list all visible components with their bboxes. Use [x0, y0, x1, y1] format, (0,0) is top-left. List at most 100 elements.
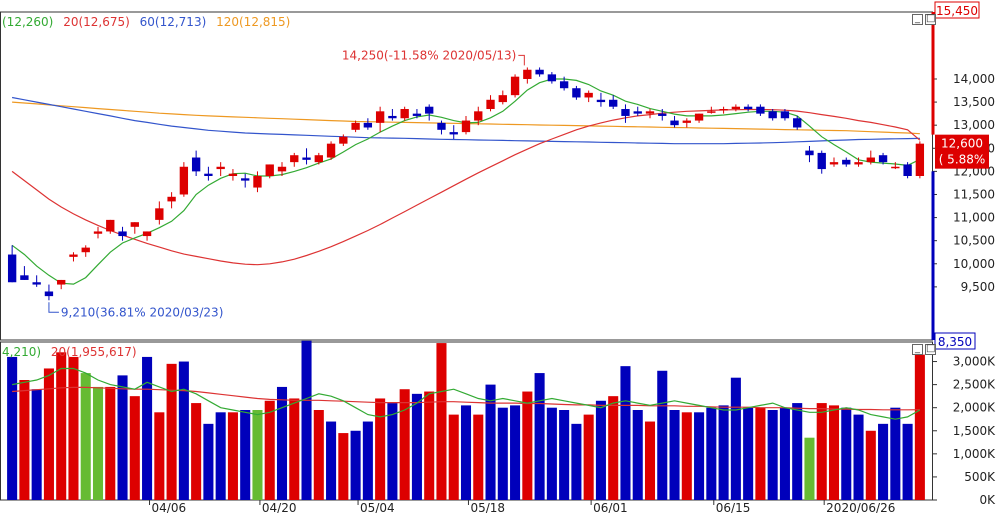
legend-ma120: 120(12,815)	[216, 15, 291, 29]
candle	[81, 245, 90, 257]
candle	[437, 120, 446, 135]
candle-body	[363, 122, 373, 128]
volume-bar	[767, 410, 778, 500]
candle-body	[155, 208, 164, 220]
candle-body	[204, 173, 213, 176]
volume-bar	[424, 391, 435, 500]
candle	[388, 109, 397, 121]
candle	[20, 266, 29, 280]
candle	[118, 226, 127, 241]
candle-body	[498, 95, 507, 103]
legend-ma5: (12,260)	[2, 15, 54, 29]
volume-bar	[56, 352, 67, 500]
candle	[633, 106, 642, 116]
volume-bar	[534, 373, 545, 500]
current-price-value: 12,600	[941, 137, 983, 151]
candle-body	[793, 118, 802, 128]
volume-bar	[387, 403, 398, 500]
candle-body	[32, 282, 41, 285]
candle	[314, 152, 323, 165]
candle-body	[241, 178, 250, 181]
price-panel-window-buttons[interactable]: _ □	[910, 13, 936, 25]
volume-bar	[497, 407, 508, 500]
candle-body	[633, 111, 642, 114]
candle	[682, 118, 691, 128]
candle-body	[805, 150, 814, 156]
price-tick-label: 11,000	[953, 211, 995, 225]
candle-body	[645, 111, 655, 114]
volume-bar	[19, 380, 30, 500]
axis-low-value: 8,350	[938, 335, 972, 349]
volume-bar	[191, 403, 202, 500]
volume-bar	[105, 386, 116, 500]
candle-body	[707, 111, 716, 113]
volume-bar	[718, 405, 729, 500]
volume-bar	[154, 412, 165, 500]
candle-body	[339, 136, 348, 144]
volume-bar	[681, 412, 692, 500]
candle-body	[351, 122, 360, 130]
legend-volume-ma20: 20(1,955,617)	[50, 345, 137, 359]
maximize-icon[interactable]: □	[925, 13, 936, 25]
maximize-icon[interactable]: □	[925, 343, 936, 355]
candle-body	[228, 173, 238, 176]
volume-legend: 4,210) 20(1,955,617)	[2, 345, 143, 359]
price-ma60-line	[11, 96, 920, 145]
candle-body	[375, 111, 385, 123]
candle-body	[621, 109, 630, 116]
price-ma20-line	[11, 108, 921, 266]
current-change-value: ( 5.88%	[939, 153, 986, 167]
axis-high-box: 15,450	[934, 1, 980, 19]
candle-body	[891, 166, 900, 169]
candle-body	[523, 69, 532, 79]
candle-body	[326, 143, 336, 158]
volume-bar	[902, 423, 913, 500]
price-tick-label: 10,000	[953, 257, 995, 271]
candle	[584, 90, 593, 103]
minimize-icon[interactable]: _	[912, 14, 923, 25]
volume-tick-label: 0K	[979, 493, 996, 507]
volume-tick-label: 2,500K	[953, 378, 996, 392]
volume-bar	[657, 370, 668, 500]
volume-bar	[362, 421, 373, 500]
volume-bar	[326, 421, 337, 500]
candle-body	[535, 69, 544, 75]
candle	[596, 92, 606, 107]
volume-bar	[865, 430, 876, 500]
candle-body	[302, 157, 311, 160]
volume-bar	[276, 386, 288, 500]
candle	[461, 115, 471, 135]
candle	[425, 104, 434, 121]
volume-bar	[914, 354, 925, 500]
volume-bar	[828, 405, 840, 500]
volume-bar	[301, 340, 312, 500]
candle-body	[780, 111, 790, 119]
candle-body	[253, 176, 262, 188]
candle	[743, 104, 753, 112]
candle-body	[437, 122, 446, 130]
volume-bar	[816, 403, 827, 500]
volume-bar	[890, 407, 901, 500]
minimize-icon[interactable]: _	[912, 344, 923, 355]
volume-ma5-line	[11, 367, 921, 420]
date-tick-label: 2020/06/26	[826, 501, 895, 513]
candle	[854, 157, 863, 167]
candle	[780, 109, 790, 121]
volume-bar	[31, 389, 42, 500]
price-tick-label: 13,000	[953, 118, 995, 132]
candle	[719, 106, 728, 114]
volume-bar	[92, 386, 104, 500]
low-annotation: 9,210(36.81% 2020/03/23)	[61, 305, 223, 319]
volume-tick-label: 1,500K	[953, 424, 996, 438]
volume-bar	[546, 407, 557, 500]
volume-bar	[129, 396, 140, 500]
volume-panel-window-buttons[interactable]: _ □	[910, 343, 936, 355]
volume-bar	[669, 410, 680, 500]
candle-body	[57, 279, 66, 285]
volume-tick-label: 2,000K	[953, 401, 996, 415]
volume-bar	[68, 356, 79, 500]
volume-bar	[399, 389, 410, 500]
candle-body	[743, 106, 753, 110]
volume-bar	[632, 410, 643, 500]
legend-ma60: 60(12,713)	[139, 15, 207, 29]
